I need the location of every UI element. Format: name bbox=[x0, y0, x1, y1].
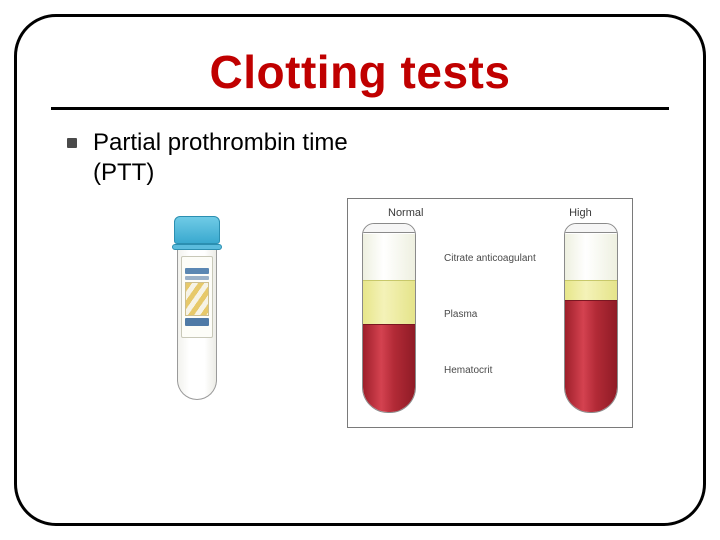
tube-lip bbox=[564, 223, 618, 233]
comparison-diagram: Normal High Citrate anticoagulant Plasma… bbox=[347, 198, 633, 428]
tube-label bbox=[181, 256, 213, 338]
bullet-line-1: Partial prothrombin time bbox=[93, 129, 348, 156]
label-stripes bbox=[185, 282, 209, 316]
label-band bbox=[185, 276, 209, 280]
glass-tube-high bbox=[564, 223, 618, 413]
label-band bbox=[185, 268, 209, 274]
layer-hematocrit bbox=[565, 300, 617, 413]
slide-title: Clotting tests bbox=[17, 45, 703, 99]
bullet-item: Partial prothrombin time (PTT) bbox=[67, 128, 653, 188]
label-citrate: Citrate anticoagulant bbox=[444, 253, 536, 265]
layer-plasma bbox=[565, 280, 617, 300]
content-area: Partial prothrombin time (PTT) bbox=[17, 110, 703, 428]
tube-cap-icon bbox=[174, 216, 220, 244]
tube-lip bbox=[362, 223, 416, 233]
header-normal: Normal bbox=[388, 207, 423, 219]
diagram-header: Normal High bbox=[362, 207, 618, 223]
slide-frame: Clotting tests Partial prothrombin time … bbox=[14, 14, 706, 526]
bullet-line-2: (PTT) bbox=[93, 159, 154, 186]
header-high: High bbox=[569, 207, 592, 219]
tube-body bbox=[177, 250, 217, 400]
layer-citrate bbox=[565, 234, 617, 280]
layer-hematocrit bbox=[363, 324, 415, 413]
bullet-text: Partial prothrombin time (PTT) bbox=[93, 128, 348, 188]
label-hematocrit: Hematocrit bbox=[444, 365, 536, 377]
diagram-body: Citrate anticoagulant Plasma Hematocrit bbox=[362, 223, 618, 413]
collection-tube-figure bbox=[97, 198, 297, 400]
glass-tube-normal bbox=[362, 223, 416, 413]
bullet-marker-icon bbox=[67, 138, 77, 148]
layer-citrate bbox=[363, 234, 415, 280]
collection-tube bbox=[174, 216, 220, 400]
layer-labels: Citrate anticoagulant Plasma Hematocrit bbox=[444, 223, 536, 413]
layer-plasma bbox=[363, 280, 415, 324]
label-plasma: Plasma bbox=[444, 309, 536, 321]
tube-fluid bbox=[178, 349, 216, 399]
label-band bbox=[185, 318, 209, 326]
figures-row: Normal High Citrate anticoagulant Plasma… bbox=[67, 198, 653, 428]
